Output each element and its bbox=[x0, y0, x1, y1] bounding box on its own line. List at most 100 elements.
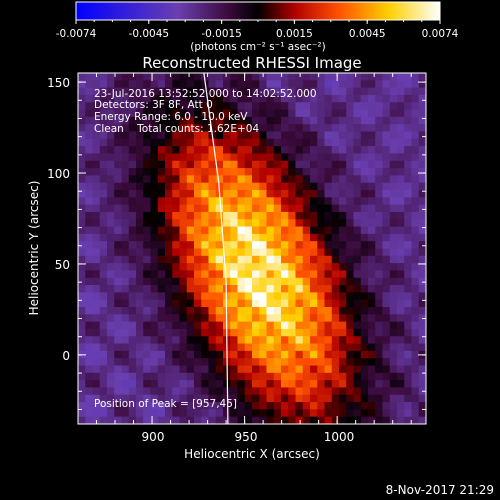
heatmap-cell bbox=[252, 321, 260, 330]
heatmap-cell bbox=[244, 380, 253, 388]
heatmap-cell bbox=[143, 285, 151, 293]
heatmap-cell bbox=[143, 190, 151, 198]
heatmap-cell bbox=[215, 219, 224, 227]
heatmap-cell bbox=[324, 182, 333, 191]
heatmap-cell bbox=[295, 241, 304, 249]
heatmap-cell bbox=[172, 124, 180, 132]
heatmap-cell bbox=[411, 226, 420, 235]
heatmap-cell bbox=[201, 270, 209, 279]
heatmap-cell bbox=[324, 321, 333, 330]
heatmap-cell bbox=[172, 197, 180, 206]
heatmap-cell bbox=[317, 182, 325, 191]
heatmap-cell bbox=[360, 102, 369, 110]
heatmap-cell bbox=[143, 365, 151, 374]
heatmap-cell bbox=[266, 109, 275, 118]
heatmap-cell bbox=[215, 255, 224, 264]
heatmap-cell bbox=[179, 116, 188, 125]
heatmap-cell bbox=[324, 80, 333, 89]
heatmap-cell bbox=[150, 94, 159, 103]
heatmap-cell bbox=[201, 372, 209, 381]
heatmap-cell bbox=[368, 160, 376, 169]
heatmap-cell bbox=[360, 211, 369, 220]
heatmap-cell bbox=[302, 365, 311, 374]
heatmap-cell bbox=[273, 226, 282, 235]
heatmap-cell bbox=[339, 160, 347, 169]
heatmap-cell bbox=[331, 80, 340, 89]
heatmap-cell bbox=[281, 299, 289, 308]
heatmap-cell bbox=[310, 153, 318, 162]
heatmap-cell bbox=[339, 241, 347, 249]
heatmap-cell bbox=[295, 299, 304, 308]
heatmap-cell bbox=[128, 336, 137, 344]
heatmap-cell bbox=[339, 409, 347, 418]
heatmap-cell bbox=[252, 80, 260, 89]
heatmap-cell bbox=[85, 380, 93, 388]
heatmap-cell bbox=[404, 211, 412, 220]
heatmap-cell bbox=[397, 248, 405, 257]
heatmap-cell bbox=[136, 314, 144, 323]
heatmap-cell bbox=[121, 299, 130, 308]
heatmap-cell bbox=[259, 307, 267, 315]
heatmap-cell bbox=[397, 190, 405, 198]
heatmap-cell bbox=[382, 409, 391, 418]
heatmap-cell bbox=[389, 226, 398, 235]
heatmap-cell bbox=[266, 394, 275, 403]
heatmap-cell bbox=[128, 350, 137, 359]
heatmap-cell bbox=[121, 116, 130, 125]
heatmap-cell bbox=[85, 277, 93, 286]
heatmap-cell bbox=[230, 168, 238, 176]
heatmap-cell bbox=[172, 138, 180, 147]
heatmap-cell bbox=[128, 402, 137, 410]
heatmap-cell bbox=[360, 307, 369, 315]
heatmap-cell bbox=[165, 358, 173, 366]
heatmap-cell bbox=[302, 380, 311, 388]
heatmap-cell bbox=[273, 109, 282, 118]
heatmap-cell bbox=[114, 416, 122, 424]
heatmap-cell bbox=[302, 394, 311, 403]
heatmap-cell bbox=[186, 109, 195, 118]
heatmap-cell bbox=[114, 277, 122, 286]
heatmap-cell bbox=[411, 204, 420, 213]
heatmap-cell bbox=[136, 226, 144, 235]
heatmap-cell bbox=[295, 336, 304, 344]
heatmap-cell bbox=[252, 211, 260, 220]
heatmap-cell bbox=[143, 204, 151, 213]
heatmap-cell bbox=[324, 277, 333, 286]
heatmap-cell bbox=[237, 292, 246, 301]
heatmap-cell bbox=[324, 109, 333, 118]
heatmap-cell bbox=[215, 314, 224, 323]
heatmap-cell bbox=[310, 350, 318, 359]
heatmap-cell bbox=[244, 124, 253, 132]
heatmap-cell bbox=[310, 102, 318, 110]
heatmap-cell bbox=[165, 87, 173, 96]
heatmap-cell bbox=[252, 146, 260, 154]
heatmap-cell bbox=[194, 204, 202, 213]
heatmap-cell bbox=[99, 336, 108, 344]
x-tick-label-950: 950 bbox=[235, 430, 258, 444]
heatmap-cell bbox=[78, 131, 86, 140]
heatmap-cell bbox=[411, 255, 420, 264]
heatmap-cell bbox=[382, 116, 391, 125]
heatmap-cell bbox=[215, 350, 224, 359]
heatmap-cell bbox=[317, 350, 325, 359]
heatmap-cell bbox=[295, 416, 304, 424]
heatmap-cell bbox=[121, 168, 130, 176]
heatmap-cell bbox=[194, 233, 202, 242]
heatmap-cell bbox=[382, 211, 391, 220]
heatmap-cell bbox=[418, 372, 426, 381]
heatmap-cell bbox=[237, 138, 246, 147]
heatmap-cell bbox=[404, 182, 412, 191]
heatmap-cell bbox=[99, 263, 108, 271]
heatmap-cell bbox=[244, 197, 253, 206]
heatmap-cell bbox=[85, 314, 93, 323]
heatmap-cell bbox=[78, 80, 86, 89]
heatmap-cell bbox=[273, 409, 282, 418]
heatmap-cell bbox=[411, 314, 420, 323]
heatmap-cell bbox=[99, 255, 108, 264]
heatmap-cell bbox=[85, 350, 93, 359]
heatmap-cell bbox=[215, 153, 224, 162]
heatmap-cell bbox=[223, 138, 231, 147]
heatmap-cell bbox=[92, 255, 101, 264]
heatmap-cell bbox=[397, 358, 405, 366]
heatmap-cell bbox=[288, 402, 296, 410]
